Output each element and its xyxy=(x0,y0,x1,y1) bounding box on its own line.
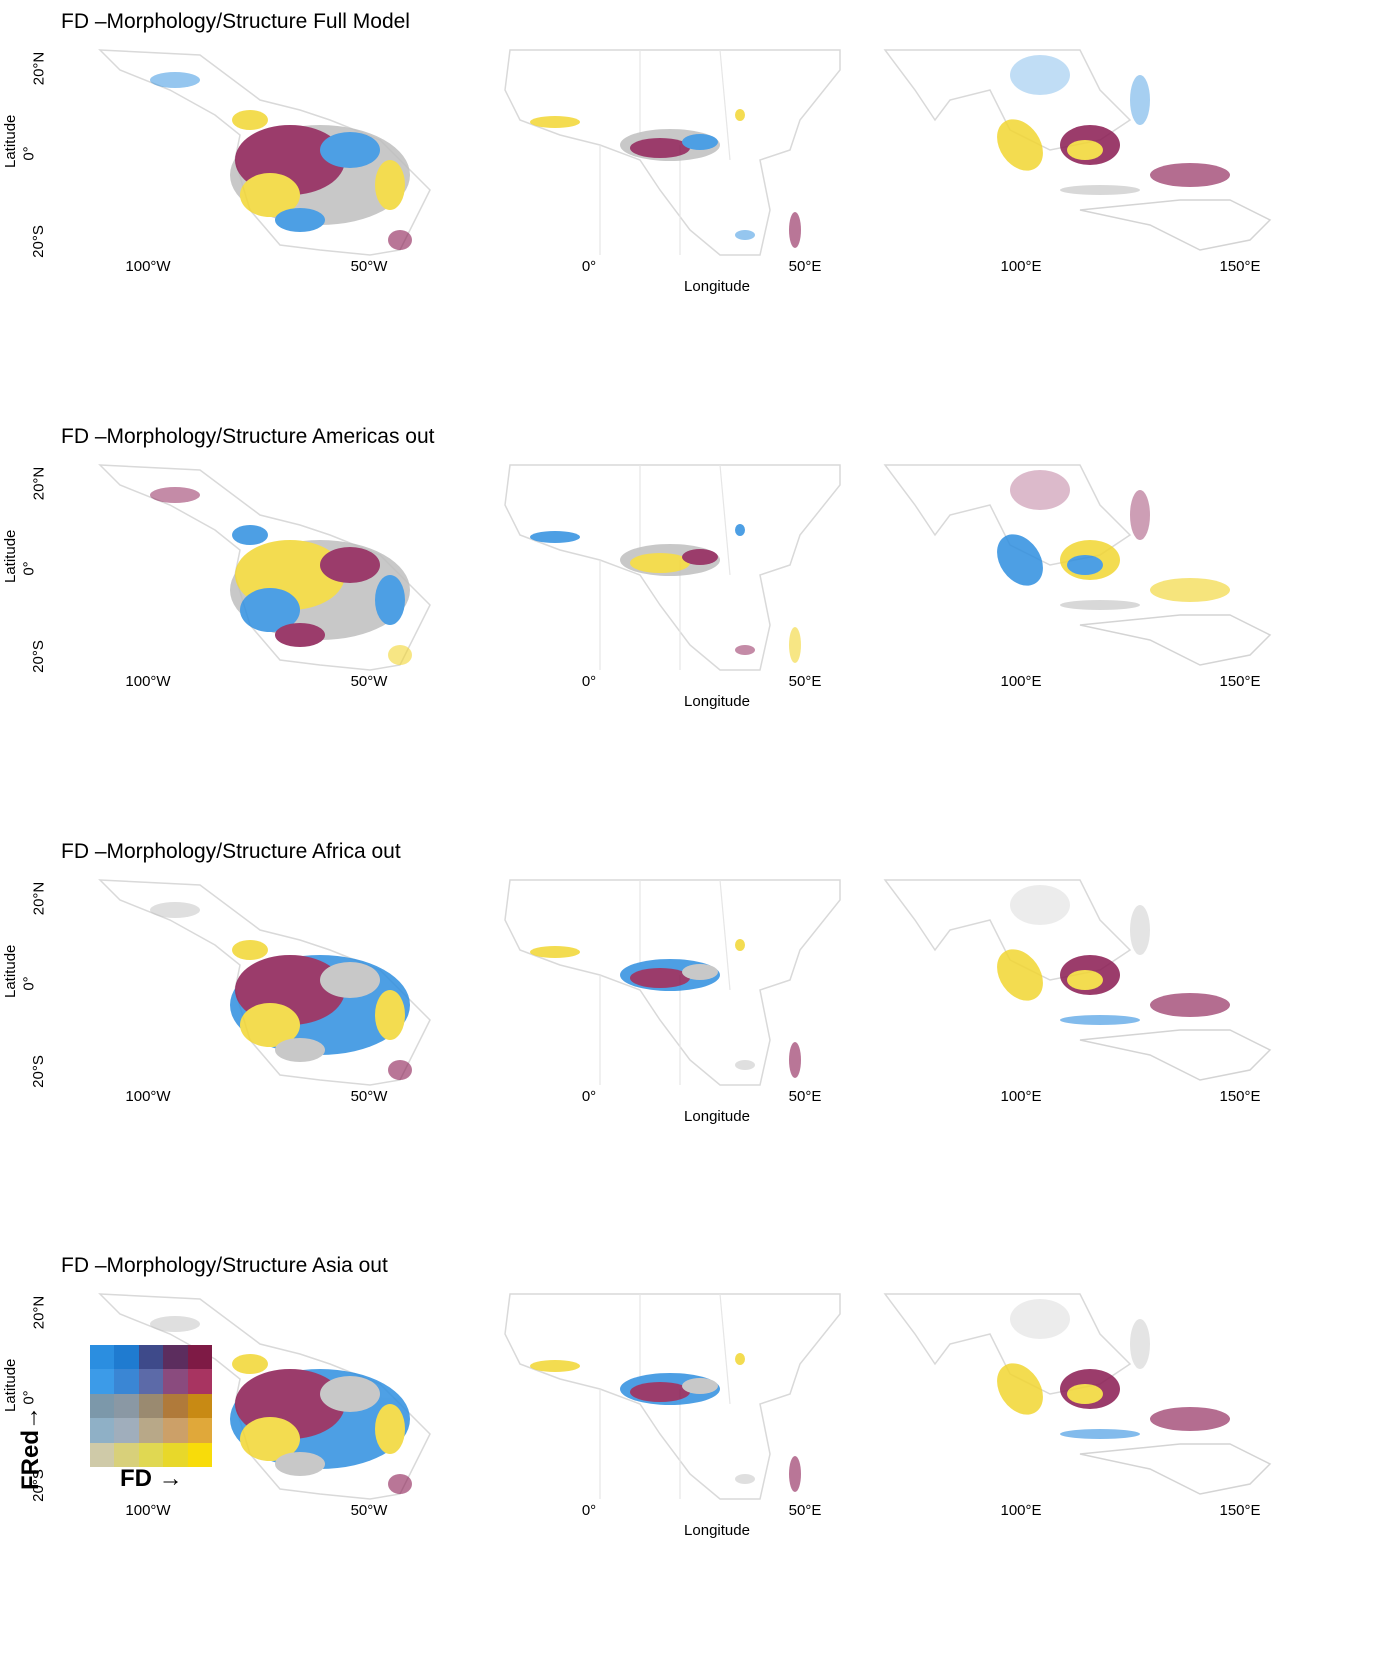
x-tick-label: 100°E xyxy=(1000,1502,1042,1519)
legend-cell xyxy=(90,1393,115,1419)
y-tick-label: 20°S xyxy=(29,1055,47,1088)
legend-cell xyxy=(187,1393,212,1419)
x-axis-label: Longitude xyxy=(684,693,750,710)
x-tick-label: 0° xyxy=(581,258,597,275)
panel-title: FD –Morphology/Structure Asia out xyxy=(61,1254,388,1277)
map-canvas xyxy=(98,1293,1272,1500)
panel-title: FD –Morphology/Structure Africa out xyxy=(61,840,401,863)
x-tick-label: 50°E xyxy=(788,1088,822,1105)
x-tick-label: 50°W xyxy=(350,1088,388,1105)
y-tick-label: 0° xyxy=(20,146,38,161)
legend-cell xyxy=(163,1369,188,1394)
panel-title: FD –Morphology/Structure Americas out xyxy=(61,425,435,448)
x-tick-label: 100°W xyxy=(125,258,171,275)
map-canvas xyxy=(98,464,1272,671)
x-tick-label: 100°E xyxy=(1000,673,1042,690)
legend-cell xyxy=(163,1393,188,1419)
x-tick-label: 50°W xyxy=(350,1502,388,1519)
legend-cell xyxy=(187,1369,212,1394)
x-tick-label: 50°E xyxy=(788,258,822,275)
x-axis-label: Longitude xyxy=(684,1108,750,1125)
legend-cell xyxy=(114,1369,139,1394)
map-panel: FD –Morphology/Structure Africa out xyxy=(0,840,1384,1254)
x-tick-label: 0° xyxy=(581,1502,597,1519)
x-tick-label: 150°E xyxy=(1219,673,1261,690)
x-axis-label: Longitude xyxy=(684,1522,750,1539)
legend-cell xyxy=(138,1418,164,1443)
map-canvas xyxy=(98,49,1272,256)
bivariate-legend: FRed→ FD → xyxy=(17,1340,225,1500)
panel-title: FD –Morphology/Structure Full Model xyxy=(61,10,410,33)
y-axis-label: Latitude xyxy=(2,114,19,168)
y-tick-label: 20°N xyxy=(30,466,48,501)
map-panel: FD –Morphology/Structure Americas out xyxy=(0,425,1384,839)
x-tick-label: 50°E xyxy=(788,1502,822,1519)
x-axis-label: Longitude xyxy=(684,278,750,295)
y-tick-label: 20°S xyxy=(29,640,47,673)
legend-cell xyxy=(138,1442,164,1467)
legend-cell xyxy=(90,1418,115,1443)
legend-cell xyxy=(114,1442,139,1467)
legend-cell xyxy=(187,1345,212,1370)
legend-fd-label: FD → xyxy=(120,1465,183,1492)
x-tick-label: 0° xyxy=(581,673,597,690)
y-tick-label: 0° xyxy=(20,976,38,991)
y-tick-label: 20°N xyxy=(30,881,48,916)
y-tick-label: 0° xyxy=(20,561,38,576)
x-tick-label: 150°E xyxy=(1219,1088,1261,1105)
legend-cell xyxy=(90,1369,115,1394)
x-tick-label: 100°W xyxy=(125,673,171,690)
x-tick-label: 50°W xyxy=(350,673,388,690)
x-tick-label: 50°E xyxy=(788,673,822,690)
x-tick-label: 100°W xyxy=(125,1088,171,1105)
legend-cell xyxy=(138,1393,164,1419)
x-tick-label: 100°E xyxy=(1000,258,1042,275)
y-tick-label: 0° xyxy=(20,1390,38,1405)
legend-cell xyxy=(90,1345,115,1370)
legend-cell xyxy=(163,1442,188,1467)
legend-cell xyxy=(90,1442,115,1467)
y-tick-label: 20°S xyxy=(29,225,47,258)
x-tick-label: 100°E xyxy=(1000,1088,1042,1105)
x-tick-label: 50°W xyxy=(350,258,388,275)
map-panel: FD –Morphology/Structure Asia out xyxy=(0,1254,1384,1668)
legend-cell xyxy=(138,1345,164,1370)
x-tick-label: 100°W xyxy=(125,1502,171,1519)
legend-cell xyxy=(114,1393,139,1419)
x-tick-label: 150°E xyxy=(1219,258,1261,275)
map-panel: FD –Morphology/Structure Full Model xyxy=(0,10,1384,424)
legend-fred-label: FRed→ xyxy=(17,1406,44,1490)
x-tick-label: 0° xyxy=(581,1088,597,1105)
y-tick-label: 20°N xyxy=(30,51,48,86)
legend-cell xyxy=(163,1345,188,1370)
legend-cell xyxy=(187,1442,212,1467)
y-axis-label: Latitude xyxy=(2,529,19,583)
y-tick-label: 20°N xyxy=(30,1295,48,1330)
legend-cell xyxy=(163,1418,188,1443)
legend-cell xyxy=(114,1418,139,1443)
y-axis-label: Latitude xyxy=(2,944,19,998)
legend-cell xyxy=(114,1345,139,1370)
x-tick-label: 150°E xyxy=(1219,1502,1261,1519)
map-canvas xyxy=(98,879,1272,1086)
legend-cell xyxy=(187,1418,212,1443)
legend-cell xyxy=(138,1369,164,1394)
